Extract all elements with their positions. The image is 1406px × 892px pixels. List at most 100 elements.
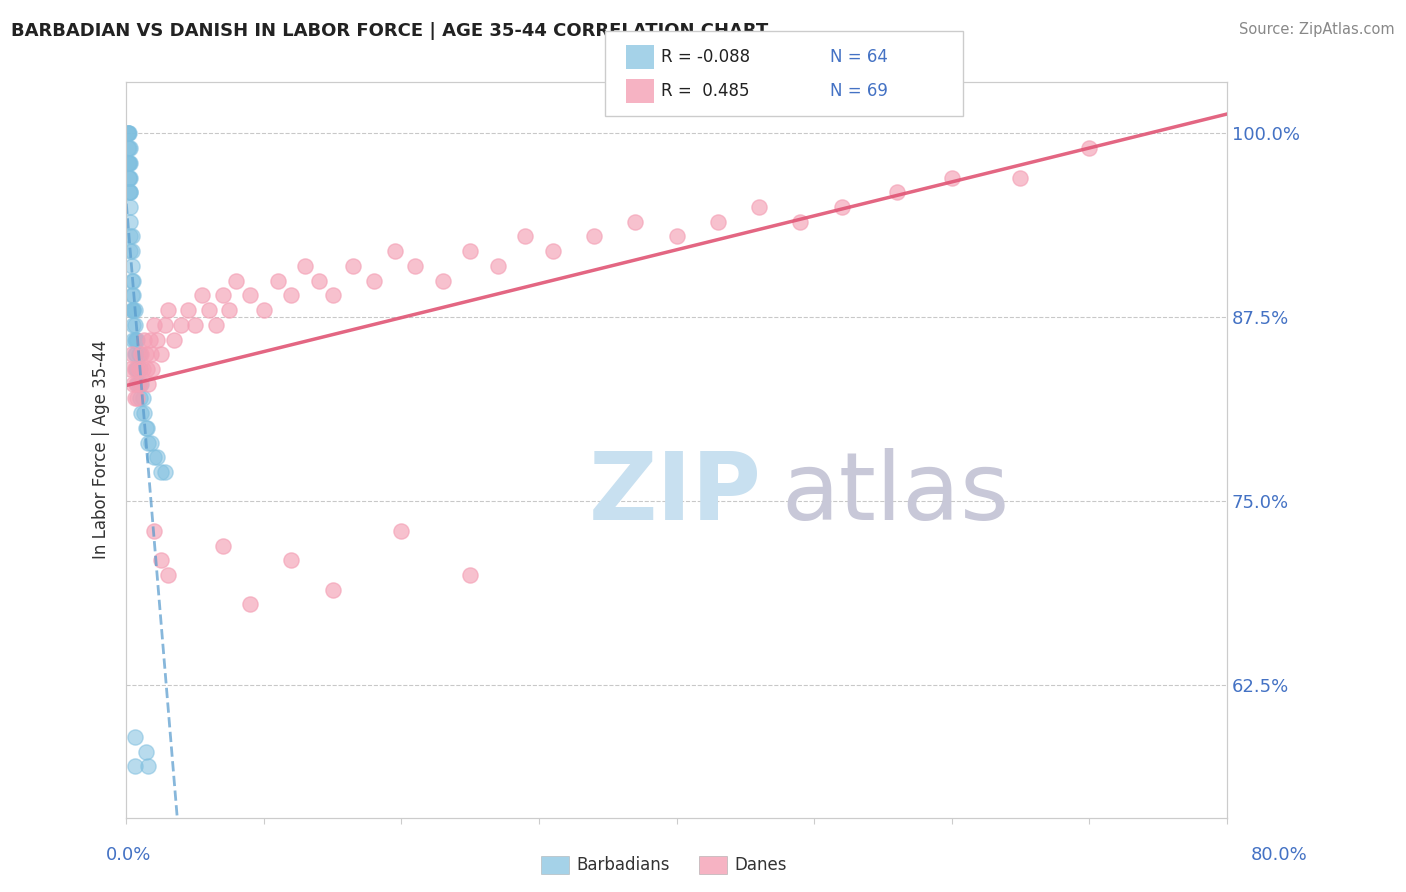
Text: BARBADIAN VS DANISH IN LABOR FORCE | AGE 35-44 CORRELATION CHART: BARBADIAN VS DANISH IN LABOR FORCE | AGE… <box>11 22 769 40</box>
Point <box>117 127 139 141</box>
Point <box>121 288 143 302</box>
Point <box>582 229 605 244</box>
Point <box>363 274 385 288</box>
Point <box>117 141 139 155</box>
Point <box>322 288 344 302</box>
Point <box>124 759 146 773</box>
Point <box>141 362 163 376</box>
Point <box>120 200 142 214</box>
Point <box>117 127 139 141</box>
Point <box>145 450 167 465</box>
Point <box>120 186 142 200</box>
Point <box>118 156 141 170</box>
Point <box>707 215 730 229</box>
Point <box>132 392 155 406</box>
Point <box>124 347 146 361</box>
Point <box>122 333 145 347</box>
Point <box>139 435 162 450</box>
Point <box>127 392 149 406</box>
Point <box>128 347 150 361</box>
Point <box>132 362 155 376</box>
Point <box>120 156 142 170</box>
Point <box>322 582 344 597</box>
Point <box>122 274 145 288</box>
Point <box>142 524 165 538</box>
Point <box>122 376 145 391</box>
Point <box>118 186 141 200</box>
Point <box>142 450 165 465</box>
Point <box>136 362 159 376</box>
Point <box>280 288 302 302</box>
Point <box>136 759 159 773</box>
Point <box>204 318 226 332</box>
Point <box>120 141 142 155</box>
Point <box>748 200 770 214</box>
Point <box>127 362 149 376</box>
Point <box>308 274 330 288</box>
Point <box>177 303 200 318</box>
Point <box>120 170 142 185</box>
Point <box>124 303 146 318</box>
Point <box>541 244 564 259</box>
Point <box>149 553 172 567</box>
Point <box>124 333 146 347</box>
Point <box>118 141 141 155</box>
Point <box>128 376 150 391</box>
Point <box>120 215 142 229</box>
Point <box>120 229 142 244</box>
Point <box>129 347 152 361</box>
Point <box>153 318 176 332</box>
Point <box>142 318 165 332</box>
Point <box>121 244 143 259</box>
Point <box>789 215 811 229</box>
Point <box>136 435 159 450</box>
Point <box>121 229 143 244</box>
Point <box>145 333 167 347</box>
Text: R = -0.088: R = -0.088 <box>661 48 749 66</box>
Point <box>138 333 160 347</box>
Text: Barbadians: Barbadians <box>576 856 671 874</box>
Text: 0.0%: 0.0% <box>105 846 150 863</box>
Point <box>941 170 963 185</box>
Point <box>128 362 150 376</box>
Point <box>139 347 162 361</box>
Point <box>153 465 176 479</box>
Point <box>131 376 153 391</box>
Point <box>211 288 233 302</box>
Point <box>121 274 143 288</box>
Point <box>134 333 156 347</box>
Point <box>211 539 233 553</box>
Point <box>131 347 153 361</box>
Text: N = 64: N = 64 <box>830 48 887 66</box>
Point <box>432 274 454 288</box>
Point <box>122 303 145 318</box>
Point <box>404 259 426 273</box>
Point <box>129 362 152 376</box>
Point <box>124 730 146 744</box>
Point <box>225 274 247 288</box>
Point <box>117 156 139 170</box>
Point <box>280 553 302 567</box>
Point <box>156 303 179 318</box>
Point <box>184 318 207 332</box>
Point <box>131 406 153 420</box>
Text: Source: ZipAtlas.com: Source: ZipAtlas.com <box>1239 22 1395 37</box>
Point <box>121 259 143 273</box>
Point <box>122 288 145 302</box>
Point <box>125 347 148 361</box>
Point <box>266 274 288 288</box>
Point <box>124 392 146 406</box>
Point <box>163 333 186 347</box>
Point <box>125 333 148 347</box>
Point <box>129 376 152 391</box>
Point <box>121 303 143 318</box>
Point <box>831 200 853 214</box>
Point <box>118 127 141 141</box>
Point <box>122 318 145 332</box>
Y-axis label: In Labor Force | Age 35-44: In Labor Force | Age 35-44 <box>93 341 110 559</box>
Text: N = 69: N = 69 <box>830 82 887 100</box>
Point <box>149 465 172 479</box>
Point <box>458 244 481 259</box>
Point <box>391 524 413 538</box>
Point <box>127 333 149 347</box>
